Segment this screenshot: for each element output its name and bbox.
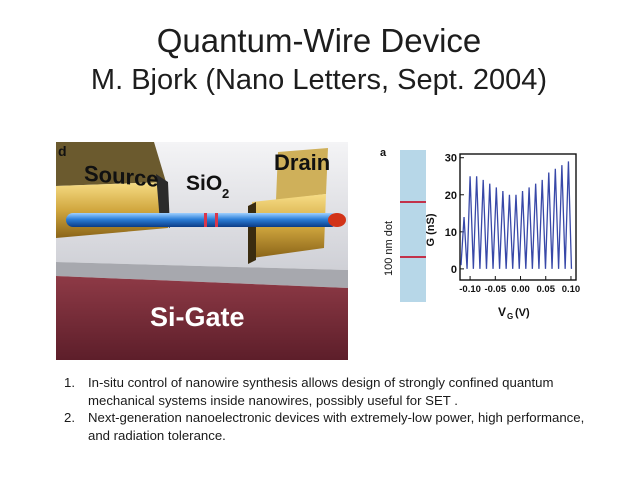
oxide-label: SiO [186,172,222,195]
x-tick-label: 0.10 [562,284,581,295]
x-axis-label-unit: (V) [515,307,530,319]
oxide-subscript: 2 [222,186,229,201]
gate-label: Si-Gate [150,302,245,332]
drain-label: Drain [274,150,330,175]
barrier-line-bottom [400,256,426,258]
y-tick-label: 30 [445,153,457,165]
slide-subtitle: M. Bjork (Nano Letters, Sept. 2004) [90,64,548,96]
note-number: 1. [64,375,75,390]
scale-label: 100 nm dot [383,221,395,276]
x-axis-label-subscript: G [507,312,513,321]
slide-title: Quantum-Wire Device [156,22,482,59]
wire-strip-panel: a 100 nm dot [376,142,442,306]
x-tick-label: -0.05 [484,284,506,295]
conductance-chart: G (nS) 0 10 20 30 -0.10 -0.05 0.00 0.05 0.10 V G… [420,142,588,322]
barrier-line-top [400,201,426,203]
y-tick-label: 0 [451,264,457,276]
note-number: 2. [64,410,75,426]
x-tick-label: 0.00 [511,284,530,295]
note-text: Next-generation nanoelectronic devices w… [88,410,585,443]
x-tick-label: 0.05 [536,284,555,295]
note-text: In-situ control of nanowire synthesis al… [88,375,554,408]
x-axis-label: V [498,305,506,319]
notes-list: 1. In-situ control of nanowire synthesis … [64,374,604,444]
y-tick-label: 10 [445,227,457,239]
x-tick-label: -0.10 [459,284,481,295]
wire-panel-letter: a [380,147,387,159]
y-tick-label: 20 [445,190,457,202]
device-illustration: d Source Drain SiO 2 Si-Gate [56,142,348,360]
conductance-series-line [460,161,573,269]
nanowire-strip [400,150,426,302]
note-item: 1. In-situ control of nanowire synthesis … [64,374,604,409]
device-panel-letter: d [58,143,67,159]
y-axis-label: G (nS) [425,213,437,246]
note-item: 2. Next-generation nanoelectronic devices… [64,409,604,444]
